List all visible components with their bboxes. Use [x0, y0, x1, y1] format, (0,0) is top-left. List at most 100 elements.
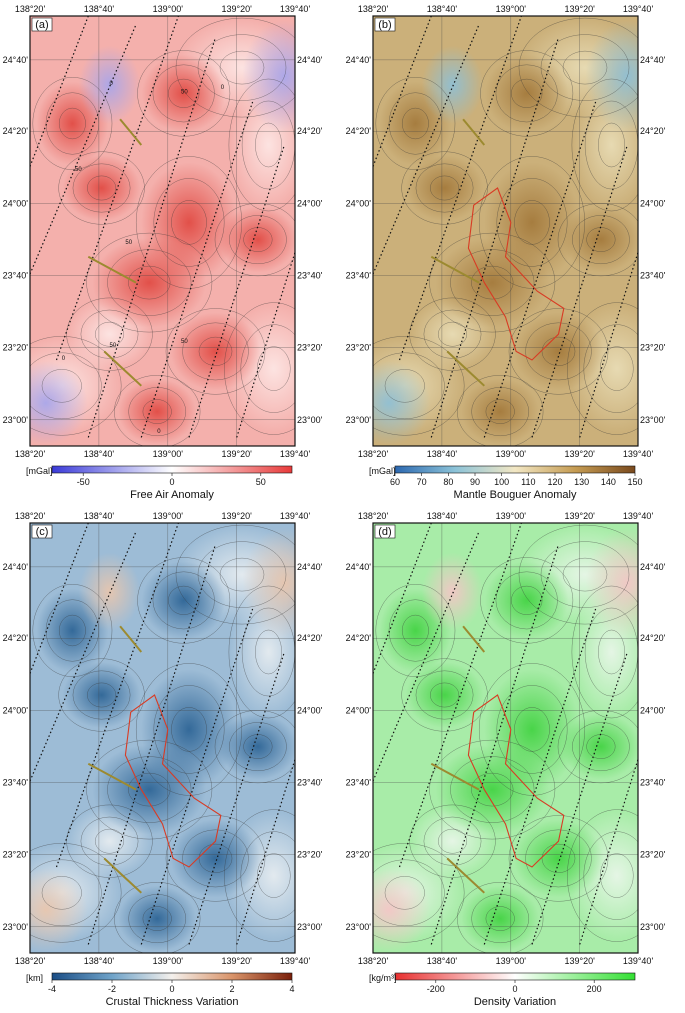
lineament [140, 608, 254, 945]
lineament [140, 101, 254, 438]
contour-line [598, 629, 625, 675]
contour-line [384, 876, 425, 910]
ridge-segment [446, 350, 485, 387]
map-field [373, 523, 638, 953]
high-region [118, 885, 197, 952]
lat-tick-label-right: 24°20' [640, 633, 666, 643]
panel-d: 138°20' 138°40' 139°00' 139°20' 139°40' 138°2… [343, 507, 683, 1013]
lon-tick-label-top: 139°00' [153, 511, 184, 521]
lon-tick-label-top: 138°20' [358, 4, 389, 14]
contour-line [373, 336, 465, 436]
lat-tick-label-right: 23°20' [640, 850, 666, 860]
contour-line [496, 685, 568, 774]
lat-tick-label-left: 23°20' [3, 850, 29, 860]
lineament [531, 144, 628, 438]
colorbar-tick-label: -50 [77, 477, 90, 487]
contour-line [153, 178, 225, 267]
contour-line [58, 107, 86, 140]
colorbar [394, 972, 636, 981]
lat-tick-label-right: 23°40' [640, 778, 666, 788]
lon-tick-label-bottom: 138°20' [358, 449, 389, 459]
contour-line [128, 387, 187, 437]
high-region [513, 312, 604, 391]
contour-line [525, 829, 592, 888]
contour-label: 0 [221, 85, 225, 91]
lat-tick-label-left: 23°00' [346, 415, 372, 425]
contour-line [525, 322, 592, 381]
contour-line [450, 249, 535, 316]
contour-line [228, 78, 295, 212]
contour-line [409, 297, 496, 371]
contour-line [58, 151, 145, 225]
low-region [585, 20, 638, 133]
contour-line [240, 324, 295, 413]
panel-label: (b) [378, 19, 391, 31]
ridge-segment [430, 762, 480, 791]
contour-line [182, 829, 249, 888]
contour-line [30, 352, 102, 420]
contour-line [175, 17, 295, 118]
high-region [218, 206, 295, 273]
colorbar [394, 465, 636, 474]
lon-tick-label-top: 139°20' [565, 4, 596, 14]
lat-tick-label-left: 24°40' [3, 562, 29, 572]
seamount-outline [467, 694, 565, 868]
contour-line [600, 853, 634, 898]
panel-label-box [374, 524, 396, 539]
lon-tick-label-bottom: 139°00' [153, 956, 184, 966]
high-region [561, 206, 638, 273]
colorbar-title: Density Variation [474, 996, 556, 1008]
lat-tick-label-left: 24°20' [346, 633, 372, 643]
high-region [141, 561, 226, 640]
lon-tick-label-top: 139°00' [496, 4, 527, 14]
lon-tick-label-bottom: 138°40' [427, 956, 458, 966]
ridge-segment [119, 625, 143, 653]
lon-tick-label-top: 139°40' [623, 4, 654, 14]
colorbar-title: Crustal Thickness Variation [106, 996, 239, 1008]
colorbar [51, 465, 293, 474]
contour-line [197, 34, 287, 101]
colorbar-tick-label: 0 [169, 984, 174, 994]
lat-tick-label-right: 23°00' [297, 415, 323, 425]
contour-line [171, 707, 207, 752]
high-region [141, 162, 237, 283]
contour-line [66, 297, 153, 371]
contour-line [86, 232, 213, 333]
colorbar-tick-label: 2 [229, 984, 234, 994]
contour-line [511, 585, 543, 615]
lat-tick-label-right: 24°00' [640, 705, 666, 715]
colorbar-tick-label: 140 [601, 477, 616, 487]
contour-line [41, 876, 82, 910]
colorbar-tick-label: 90 [470, 477, 480, 487]
panel-c: 138°20' 138°40' 139°00' 139°20' 139°40' 138°2… [0, 507, 340, 1013]
contour-line [485, 399, 515, 424]
contour-line [257, 346, 291, 391]
lineament [373, 24, 480, 275]
contour-line [401, 658, 488, 732]
contour-line [540, 541, 630, 608]
high-region [484, 669, 580, 790]
lineament [483, 608, 597, 945]
contour-line [478, 156, 586, 289]
contour-line [572, 722, 630, 772]
high-region [484, 561, 569, 640]
lon-tick-label-bottom: 139°20' [565, 956, 596, 966]
lat-tick-label-left: 24°40' [3, 55, 29, 65]
low-region [242, 527, 295, 640]
lon-tick-label-bottom: 138°20' [15, 449, 46, 459]
low-region [78, 552, 141, 631]
contour-line [168, 78, 200, 108]
low-region [585, 527, 638, 640]
high-region [170, 819, 261, 898]
colorbar-tick-label: 80 [443, 477, 453, 487]
contour-line [87, 175, 117, 201]
lat-tick-label-left: 23°00' [346, 922, 372, 932]
lineament [373, 531, 480, 782]
lineament [236, 252, 295, 438]
contour-line [471, 894, 530, 944]
lineament [398, 16, 522, 361]
colorbar-title: Free Air Anomaly [130, 489, 214, 501]
ridge-segment [446, 857, 485, 894]
high-region [405, 155, 484, 221]
contour-line [257, 853, 291, 898]
